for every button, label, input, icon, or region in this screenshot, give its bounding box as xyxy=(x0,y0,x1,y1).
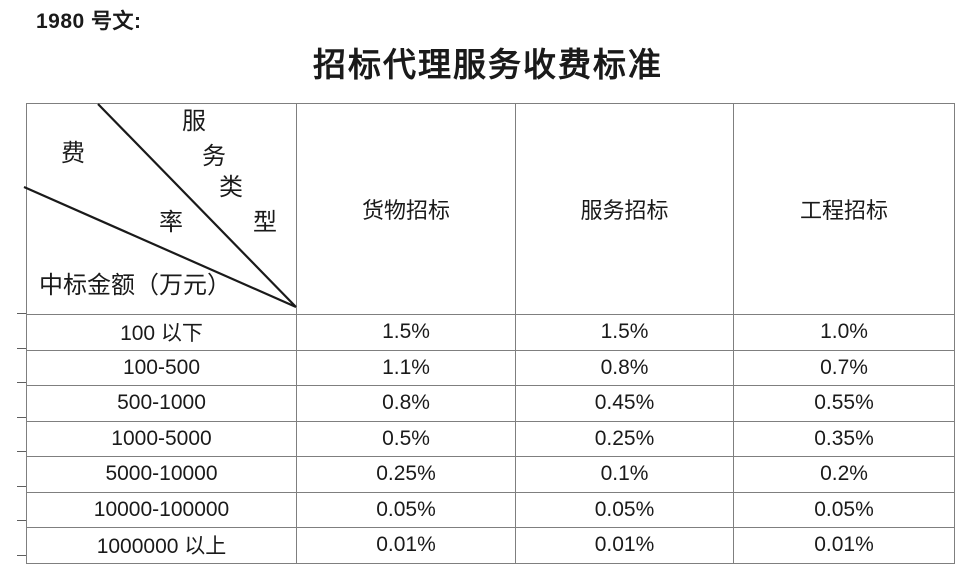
rate-cell-services: 0.05% xyxy=(515,491,734,528)
rate-cell-engineering: 0.7% xyxy=(733,349,955,386)
rate-cell-services: 0.01% xyxy=(515,527,734,564)
row-gridline-tick xyxy=(17,416,26,418)
corner-service-type-char: 类 xyxy=(219,174,243,201)
page-title: 招标代理服务收费标准 xyxy=(313,48,663,84)
rate-cell-services: 1.5% xyxy=(515,314,734,351)
fee-table: 服 务 类 型 费 率 中标金额（万元） 货物招标 服务招标 工程招标 100 … xyxy=(23,103,955,564)
doc-number-label: 1980 号文: xyxy=(36,10,142,33)
amount-range-cell: 10000-100000 xyxy=(26,491,297,528)
diagonal-header-cell: 服 务 类 型 费 率 中标金额（万元） xyxy=(23,103,297,315)
amount-range-cell: 100 以下 xyxy=(26,314,297,351)
corner-service-type-char: 型 xyxy=(253,209,277,236)
column-header-engineering: 工程招标 xyxy=(733,103,955,315)
column-header-services: 服务招标 xyxy=(515,103,734,315)
table-row: 5000-10000 0.25% 0.1% 0.2% xyxy=(26,456,955,493)
rate-cell-engineering: 0.2% xyxy=(733,456,955,493)
table-row: 1000-5000 0.5% 0.25% 0.35% xyxy=(26,420,955,457)
rate-cell-engineering: 0.01% xyxy=(733,527,955,564)
rate-cell-goods: 1.1% xyxy=(296,349,516,386)
rate-cell-goods: 0.01% xyxy=(296,527,516,564)
row-gridline-tick xyxy=(17,520,26,521)
corner-fee-rate-char: 费 xyxy=(61,140,85,167)
corner-service-type-char: 务 xyxy=(202,143,226,170)
table-row: 1000000 以上 0.01% 0.01% 0.01% xyxy=(26,527,955,564)
amount-range-cell: 1000-5000 xyxy=(26,420,297,457)
rate-cell-engineering: 0.05% xyxy=(733,491,955,528)
table-header-row: 服 务 类 型 费 率 中标金额（万元） 货物招标 服务招标 工程招标 xyxy=(23,103,955,315)
row-gridline-tick xyxy=(17,485,26,487)
rate-cell-engineering: 0.55% xyxy=(733,385,955,422)
table-row: 10000-100000 0.05% 0.05% 0.05% xyxy=(26,491,955,528)
rate-cell-goods: 0.05% xyxy=(296,491,516,528)
corner-amount-label: 中标金额（万元） xyxy=(39,272,231,299)
rate-cell-engineering: 0.35% xyxy=(733,420,955,457)
row-gridline-tick xyxy=(17,554,26,556)
rate-cell-goods: 0.25% xyxy=(296,456,516,493)
row-gridline-tick xyxy=(17,347,26,349)
table-row: 100-500 1.1% 0.8% 0.7% xyxy=(26,349,955,386)
diagonal-split-lines xyxy=(23,103,297,309)
row-gridline-tick xyxy=(17,451,26,452)
column-header-goods: 货物招标 xyxy=(296,103,516,315)
rate-cell-goods: 0.8% xyxy=(296,385,516,422)
table-row: 100 以下 1.5% 1.5% 1.0% xyxy=(26,314,955,351)
rate-cell-services: 0.8% xyxy=(515,349,734,386)
amount-range-cell: 500-1000 xyxy=(26,385,297,422)
rate-cell-services: 0.25% xyxy=(515,420,734,457)
table-row: 500-1000 0.8% 0.45% 0.55% xyxy=(26,385,955,422)
rate-cell-goods: 0.5% xyxy=(296,420,516,457)
row-gridline-tick xyxy=(17,313,26,314)
rate-cell-services: 0.45% xyxy=(515,385,734,422)
rate-cell-services: 0.1% xyxy=(515,456,734,493)
amount-range-cell: 100-500 xyxy=(26,349,297,386)
fee-table-wrapper: 服 务 类 型 费 率 中标金额（万元） 货物招标 服务招标 工程招标 100 … xyxy=(17,103,955,564)
row-gridline-tick xyxy=(17,382,26,383)
rate-cell-goods: 1.5% xyxy=(296,314,516,351)
corner-service-type-char: 服 xyxy=(182,108,206,135)
amount-range-cell: 1000000 以上 xyxy=(26,527,297,564)
amount-range-cell: 5000-10000 xyxy=(26,456,297,493)
corner-fee-rate-char: 率 xyxy=(159,209,183,236)
rate-cell-engineering: 1.0% xyxy=(733,314,955,351)
diagonal-header-inner: 服 务 类 型 费 率 中标金额（万元） xyxy=(23,103,297,314)
